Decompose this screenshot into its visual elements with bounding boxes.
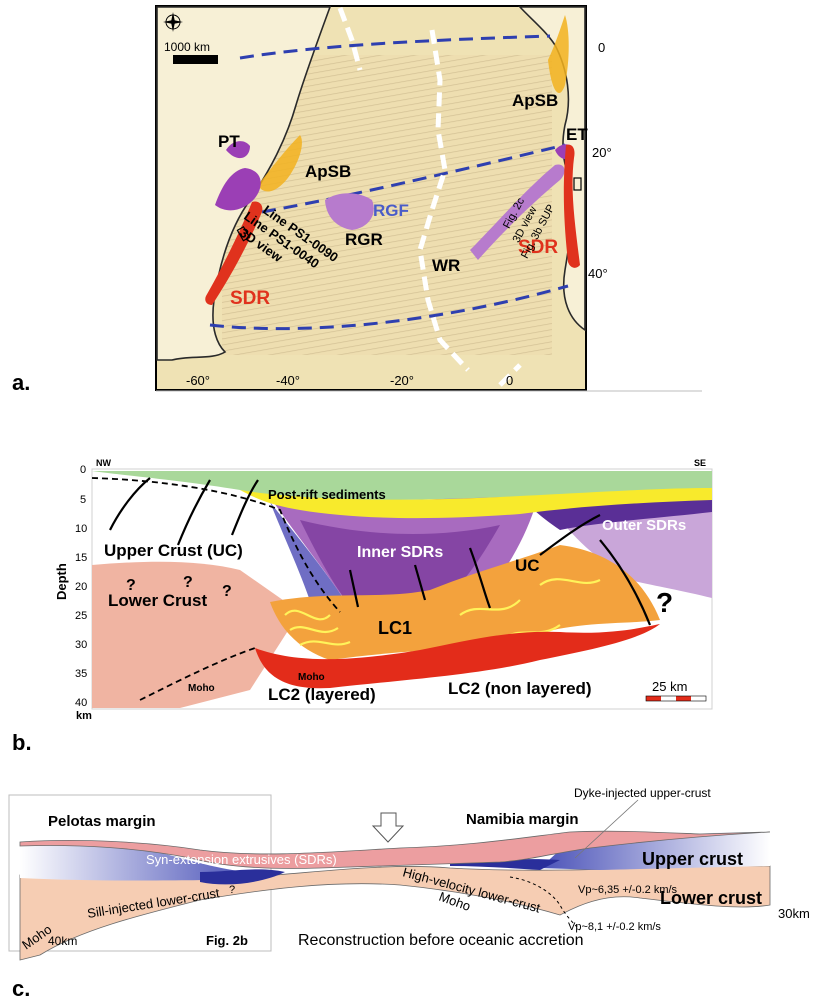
- sdr-east-strip: [563, 144, 580, 268]
- label-moho-1: Moho: [188, 683, 215, 694]
- sdr-band-c: [19, 830, 771, 869]
- depth-tick-5: 5: [80, 494, 86, 506]
- label-sdr-east: SDR: [518, 237, 558, 258]
- sdr-west-strip: [205, 201, 263, 305]
- upper-crust-east: [540, 832, 770, 870]
- depth-tick-35: 35: [75, 668, 87, 680]
- label-apsb-east: ApSB: [512, 91, 558, 110]
- down-arrow-icon: [371, 812, 405, 843]
- panel-c-letter: c.: [12, 976, 30, 1001]
- walvis-ridge: [470, 164, 565, 260]
- label-upper-crust: Upper Crust (UC): [104, 541, 243, 560]
- depth-unit: km: [76, 710, 92, 722]
- lon-tick-1: -60°: [186, 373, 210, 388]
- detachment-lines: [91, 477, 341, 701]
- north-arrow-icon: [163, 12, 183, 32]
- label-sdr-west: SDR: [230, 288, 270, 309]
- lon-tick-2: -40°: [276, 373, 300, 388]
- faults: [109, 477, 652, 626]
- label-q3: ?: [222, 583, 232, 600]
- label-namibia: Namibia margin: [466, 811, 579, 828]
- label-30km: 30km: [778, 906, 810, 921]
- survey-box-east: [573, 177, 582, 191]
- label-lc1: LC1: [378, 618, 412, 638]
- label-uc: UC: [515, 556, 540, 575]
- panel-b-letter: b.: [12, 730, 32, 755]
- label-rgr: RGR: [345, 230, 383, 249]
- label-lower-crust: Lower Crust: [108, 591, 208, 610]
- section-scale-label: 25 km: [652, 679, 687, 694]
- label-post-rift: Post-rift sediments: [268, 487, 386, 502]
- lc1-body: [270, 545, 660, 660]
- lat-tick-3: 40°: [588, 266, 608, 281]
- depth-tick-25: 25: [75, 610, 87, 622]
- label-syn-extension: Syn-extension extrusives (SDRs): [146, 852, 337, 867]
- lc2-body: [255, 624, 660, 689]
- lower-crust-c: [19, 865, 771, 961]
- lon-tick-4: 0: [506, 373, 513, 388]
- mid-ocean-ridge: [337, 7, 522, 387]
- label-apsb-west: ApSB: [305, 162, 351, 181]
- survey-box-west: [236, 225, 251, 242]
- upper-crust-west: [20, 840, 250, 881]
- blue-sdr-wedge: [270, 502, 350, 615]
- label-inner-sdrs: Inner SDRs: [357, 544, 443, 561]
- rio-grande-rise: [325, 193, 374, 230]
- se-label: SE: [694, 458, 706, 468]
- depth-tick-15: 15: [75, 552, 87, 564]
- depth-tick-0: 0: [80, 464, 86, 476]
- label-pelotas: Pelotas margin: [48, 813, 156, 830]
- depth-tick-40: 40: [75, 697, 87, 709]
- panel-a-letter: a.: [12, 370, 30, 395]
- label-outer-sdrs: Outer SDRs: [602, 517, 686, 534]
- label-rgf: RGF: [373, 201, 409, 220]
- label-wr: WR: [432, 256, 460, 275]
- parana-traps-north: [226, 141, 250, 159]
- label-question: ?: [229, 884, 235, 896]
- post-rift-yellow: [240, 488, 712, 519]
- lon-tick-3: -20°: [390, 373, 414, 388]
- apsb-west-basin: [258, 135, 302, 192]
- label-vp2: Vp~8,1 +/-0.2 km/s: [568, 921, 661, 933]
- depth-tick-20: 20: [75, 581, 87, 593]
- label-fig2b: Fig. 2b: [206, 933, 248, 948]
- label-moho-2: Moho: [298, 672, 325, 683]
- label-lc2-layered: LC2 (layered): [268, 685, 376, 704]
- panel-c-reconstruction: Pelotas margin Namibia margin Dyke-injec…: [8, 786, 810, 961]
- apsb-east-basin: [548, 15, 569, 93]
- label-dyke: Dyke-injected upper-crust: [574, 786, 711, 800]
- panel-b-section: 0 5 10 15 20 25 30 35 40 km Depth NW SE …: [54, 458, 713, 722]
- nw-label: NW: [96, 458, 111, 468]
- depth-axis-label: Depth: [54, 563, 69, 600]
- lc1-layering: [284, 578, 601, 646]
- scale-label: 1000 km: [164, 40, 210, 54]
- lower-crust-body: [92, 561, 300, 708]
- label-caption: Reconstruction before oceanic accretion: [298, 932, 584, 949]
- post-rift-green: [92, 471, 712, 501]
- scale-bar: [173, 55, 218, 64]
- label-40km: 40km: [48, 934, 77, 948]
- label-lower-crust-c: Lower crust: [660, 888, 762, 908]
- parana-traps: [215, 168, 261, 211]
- dark-blue-wedge-west: [200, 869, 285, 885]
- lat-tick-1: 0: [598, 40, 605, 55]
- label-q4: ?: [656, 587, 673, 618]
- label-pt: PT: [218, 132, 240, 151]
- dyke-leader-line: [574, 799, 639, 859]
- label-q2: ?: [183, 574, 193, 591]
- label-lc2-nonlayered: LC2 (non layered): [448, 679, 592, 698]
- label-q1: ?: [126, 577, 136, 594]
- label-vp1: Vp~6,35 +/-0.2 km/s: [578, 884, 678, 896]
- depth-ticks: 0 5 10 15 20 25 30 35 40: [75, 464, 87, 709]
- label-et: ET: [566, 125, 588, 144]
- depth-tick-10: 10: [75, 523, 87, 535]
- label-upper-crust-c: Upper crust: [642, 849, 743, 869]
- panel-a-map: 1000 km PT ApSB ApSB ET RGF RGR WR SDR S…: [155, 5, 702, 392]
- plate-boundaries: [209, 34, 569, 331]
- depth-tick-30: 30: [75, 639, 87, 651]
- lat-tick-2: 20°: [592, 145, 612, 160]
- section-scale-bar: [645, 695, 707, 702]
